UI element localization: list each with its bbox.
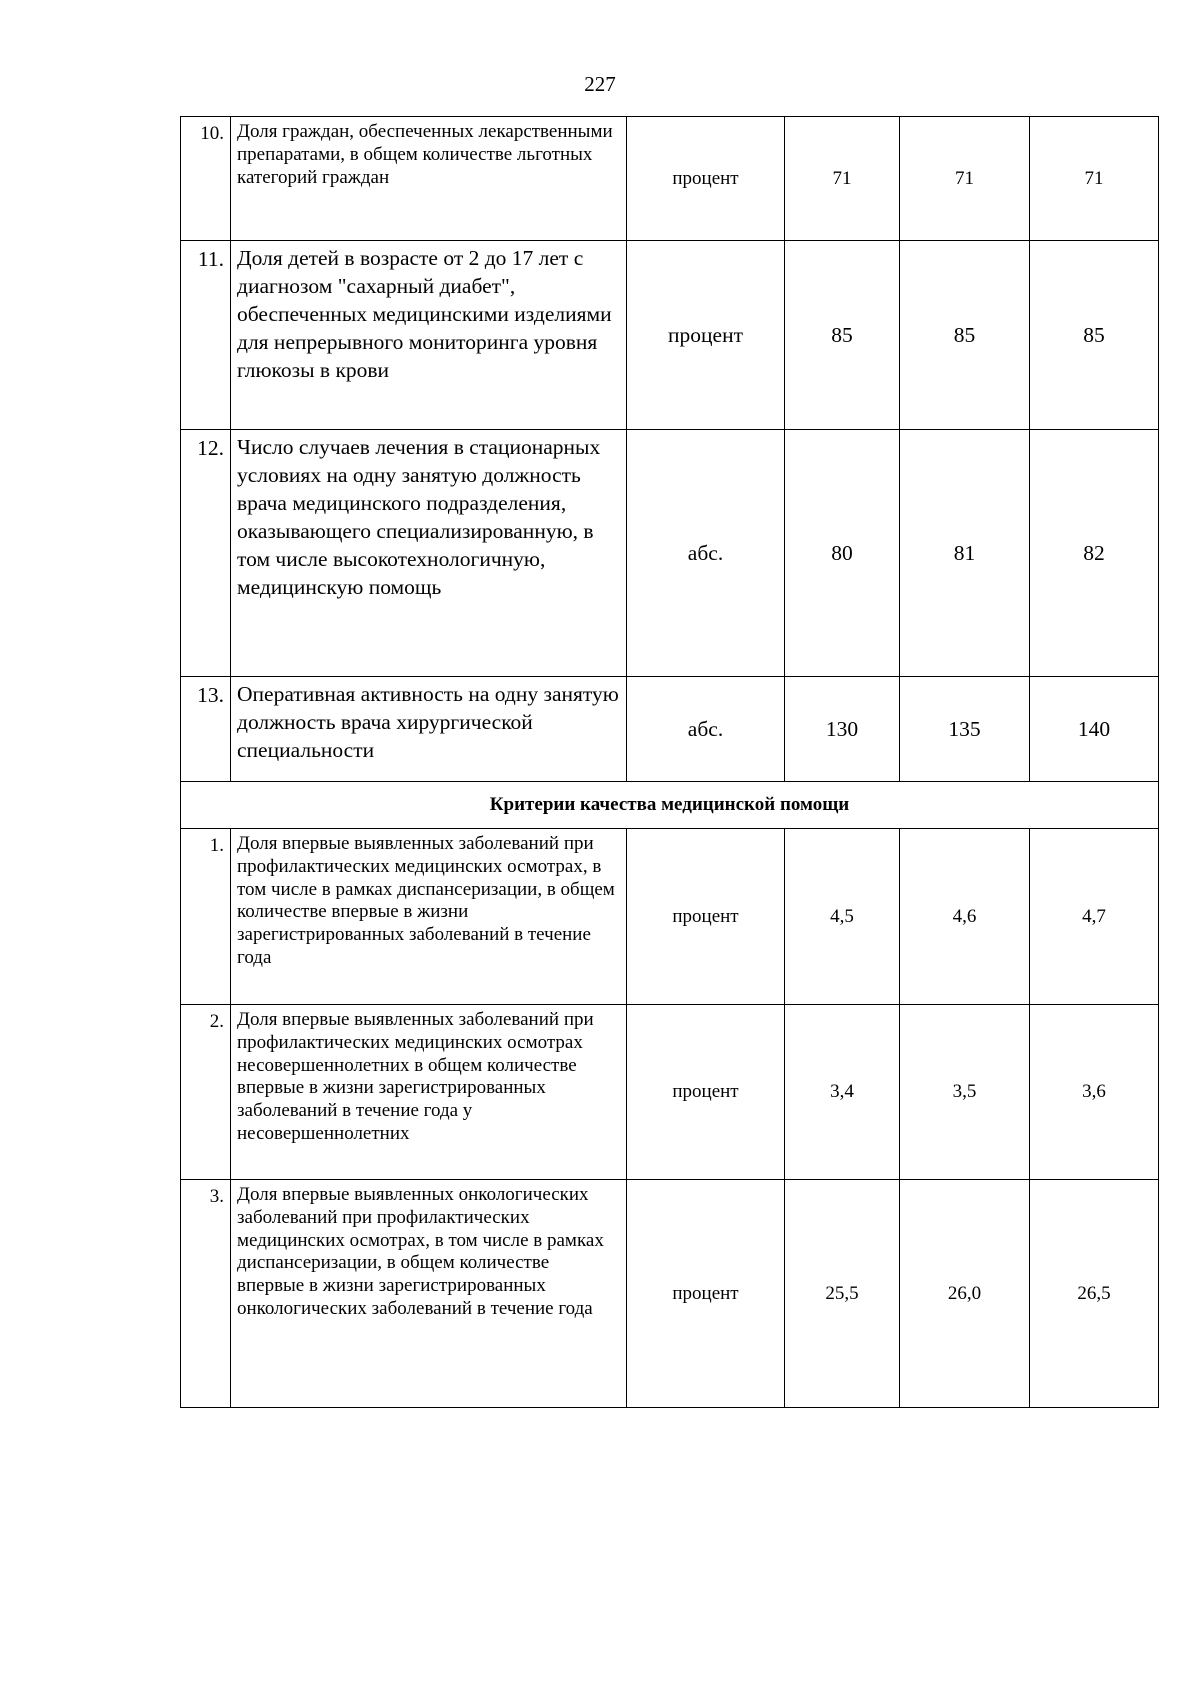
row-number: 13. <box>180 676 231 782</box>
row-description: Доля впервые выявленных онкологических з… <box>230 1179 627 1408</box>
row-unit: процент <box>626 116 785 241</box>
row-description: Доля впервые выявленных заболеваний при … <box>230 828 627 1005</box>
row-unit: процент <box>626 1004 785 1180</box>
value-year-1: 25,5 <box>784 1179 900 1408</box>
value-year-1: 85 <box>784 240 900 430</box>
value-year-1: 71 <box>784 116 900 241</box>
row-unit: абс. <box>626 429 785 677</box>
row-number: 3. <box>180 1179 231 1408</box>
value-year-1: 80 <box>784 429 900 677</box>
row-unit: процент <box>626 1179 785 1408</box>
row-number: 1. <box>180 828 231 1005</box>
value-year-3: 71 <box>1029 116 1159 241</box>
value-year-2: 26,0 <box>899 1179 1030 1408</box>
row-number: 10. <box>180 116 231 241</box>
section-heading-row: Критерии качества медицинской помощи <box>180 781 1159 829</box>
table-row: 1. Доля впервые выявленных заболеваний пр… <box>180 828 1159 1005</box>
value-year-3: 3,6 <box>1029 1004 1159 1180</box>
value-year-1: 3,4 <box>784 1004 900 1180</box>
row-description: Доля впервые выявленных заболеваний при … <box>230 1004 627 1180</box>
value-year-1: 4,5 <box>784 828 900 1005</box>
row-description: Число случаев лечения в стационарных усл… <box>230 429 627 677</box>
criteria-table: 10. Доля граждан, обеспеченных лекарствен… <box>180 116 1159 1408</box>
row-unit: процент <box>626 828 785 1005</box>
value-year-2: 71 <box>899 116 1030 241</box>
value-year-2: 3,5 <box>899 1004 1030 1180</box>
row-unit: процент <box>626 240 785 430</box>
value-year-3: 4,7 <box>1029 828 1159 1005</box>
row-description: Доля детей в возрасте от 2 до 17 лет с д… <box>230 240 627 430</box>
value-year-1: 130 <box>784 676 900 782</box>
row-number: 2. <box>180 1004 231 1180</box>
table-row: 10. Доля граждан, обеспеченных лекарствен… <box>180 116 1159 241</box>
value-year-2: 135 <box>899 676 1030 782</box>
value-year-3: 82 <box>1029 429 1159 677</box>
row-unit: абс. <box>626 676 785 782</box>
value-year-2: 4,6 <box>899 828 1030 1005</box>
value-year-3: 85 <box>1029 240 1159 430</box>
row-description: Доля граждан, обеспеченных лекарственным… <box>230 116 627 241</box>
value-year-2: 85 <box>899 240 1030 430</box>
table-row: 11. Доля детей в возрасте от 2 до 17 лет … <box>180 240 1159 430</box>
value-year-3: 140 <box>1029 676 1159 782</box>
row-description: Оперативная активность на одну занятую д… <box>230 676 627 782</box>
page-number: 227 <box>584 72 616 96</box>
table-row: 3. Доля впервые выявленных онкологических… <box>180 1179 1159 1408</box>
section-heading: Критерии качества медицинской помощи <box>180 781 1159 829</box>
row-number: 12. <box>180 429 231 677</box>
table-row: 13. Оперативная активность на одну заняту… <box>180 676 1159 782</box>
value-year-3: 26,5 <box>1029 1179 1159 1408</box>
value-year-2: 81 <box>899 429 1030 677</box>
table-row: 12. Число случаев лечения в стационарных … <box>180 429 1159 677</box>
row-number: 11. <box>180 240 231 430</box>
table-row: 2. Доля впервые выявленных заболеваний пр… <box>180 1004 1159 1180</box>
